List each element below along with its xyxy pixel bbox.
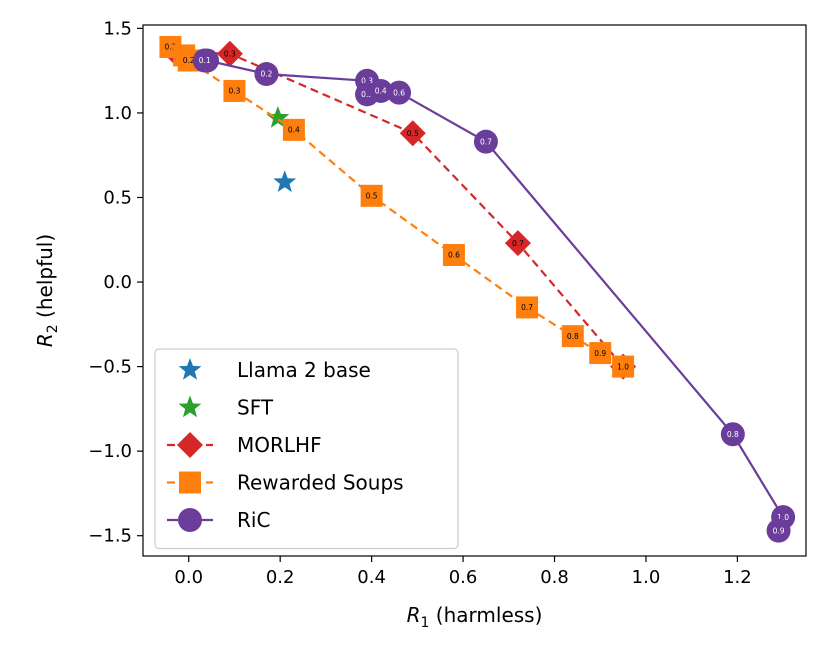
y-tick-label: 1.5	[103, 18, 132, 39]
point-label: 0.4	[288, 126, 300, 135]
y-axis-label-rest: (helpful)	[33, 234, 57, 324]
series-layer: 0.00.30.50.71.00.10.00.20.30.40.50.60.70…	[159, 35, 796, 543]
point-label: 0.7	[512, 239, 524, 248]
y-tick-label: −0.5	[88, 357, 132, 378]
legend-item: Rewarded Soups	[167, 471, 404, 495]
x-tick-label: 0.4	[357, 567, 386, 588]
data-point	[473, 129, 498, 154]
data-point	[254, 62, 279, 87]
point-label: 0.5	[366, 191, 378, 200]
point-label: 0.7	[521, 303, 533, 312]
x-tick-label: 0.0	[174, 567, 203, 588]
x-axis-label-rest: (harmless)	[429, 603, 542, 627]
series-sft	[266, 106, 290, 128]
x-tick-label: 1.0	[632, 567, 661, 588]
point-label: 0.8	[567, 332, 579, 341]
x-axis-label-sub: 1	[421, 615, 430, 631]
data-point	[516, 296, 539, 319]
legend: Llama 2 base SFT MORLHF Rewarded Soups RiC	[154, 348, 459, 550]
series-llama-2-base	[273, 170, 297, 192]
data-point	[504, 230, 531, 257]
series-ric: 0.00.20.30.60.70.81.00.50.40.90.1	[192, 48, 796, 543]
data-point	[368, 78, 393, 103]
data-point	[399, 120, 426, 147]
data-point	[561, 325, 584, 348]
x-axis-ticks: 0.0 0.2 0.4 0.6 0.8 1.0 1.2	[174, 556, 752, 588]
y-tick-label: 1.0	[103, 103, 132, 124]
legend-item: MORLHF	[167, 432, 322, 458]
point-label: 0.7	[480, 137, 492, 146]
point-label: 0.1	[199, 56, 211, 65]
data-point	[720, 422, 745, 447]
x-tick-label: 0.8	[540, 567, 569, 588]
legend-marker	[178, 358, 202, 380]
y-axis-label: R2 (helpful)	[33, 234, 61, 347]
data-point	[282, 118, 305, 141]
x-tick-label: 1.2	[723, 567, 752, 588]
point-label: 0.9	[773, 526, 785, 535]
point-label: 0.3	[224, 49, 236, 58]
legend-label: SFT	[237, 396, 274, 420]
y-axis-label-var: R	[33, 333, 57, 347]
point-label: 0.6	[393, 88, 405, 97]
point-label: 0.8	[727, 430, 739, 439]
x-tick-label: 0.2	[266, 567, 295, 588]
point-label: 0.9	[594, 349, 606, 358]
legend-item: RiC	[167, 508, 270, 532]
data-point	[273, 170, 297, 192]
data-point	[223, 79, 246, 102]
data-point	[589, 342, 612, 365]
legend-box	[154, 348, 459, 550]
legend-marker	[179, 471, 201, 494]
legend-label: Llama 2 base	[237, 358, 371, 382]
x-axis-label: R1 (harmless)	[407, 603, 543, 631]
point-label: 0.4	[375, 87, 387, 96]
point-label: 0.3	[361, 77, 373, 86]
y-tick-label: 0.0	[103, 272, 132, 293]
data-point	[192, 48, 217, 73]
point-label: 0.2	[183, 56, 195, 65]
series-rewarded-soups: 0.10.00.20.30.40.50.60.70.80.91.0	[159, 35, 635, 378]
data-point	[442, 243, 465, 266]
data-point	[266, 106, 290, 128]
y-axis-label-sub: 2	[45, 324, 61, 333]
legend-label: RiC	[237, 508, 270, 532]
point-label: 0.1	[164, 43, 176, 52]
y-tick-label: 0.5	[103, 187, 132, 208]
point-label: 0.6	[448, 251, 460, 260]
plot-frame	[142, 24, 807, 557]
x-axis-label-var: R	[407, 603, 421, 627]
data-point	[766, 518, 791, 543]
point-label: 0.3	[228, 87, 240, 96]
legend-marker	[177, 432, 203, 458]
point-label: 0.2	[260, 70, 272, 79]
point-label: 1.0	[777, 513, 789, 522]
y-axis-ticks: −1.5 −1.0 −0.5 0.0 0.5 1.0 1.5	[88, 18, 143, 547]
point-label: 0.5	[361, 90, 373, 99]
data-point	[612, 355, 635, 378]
data-point	[360, 184, 383, 207]
legend-item: Llama 2 base	[178, 358, 371, 382]
y-tick-label: −1.5	[88, 526, 132, 547]
x-tick-label: 0.6	[449, 567, 478, 588]
legend-label: Rewarded Soups	[237, 471, 404, 495]
legend-marker	[178, 395, 202, 418]
legend-label: MORLHF	[237, 433, 322, 457]
data-point	[387, 80, 412, 105]
point-label: 0.5	[407, 129, 419, 138]
legend-marker	[178, 508, 202, 532]
point-label: 1.0	[617, 362, 629, 371]
data-point	[216, 40, 243, 67]
y-tick-label: −1.0	[88, 441, 132, 462]
legend-item: SFT	[178, 395, 274, 420]
